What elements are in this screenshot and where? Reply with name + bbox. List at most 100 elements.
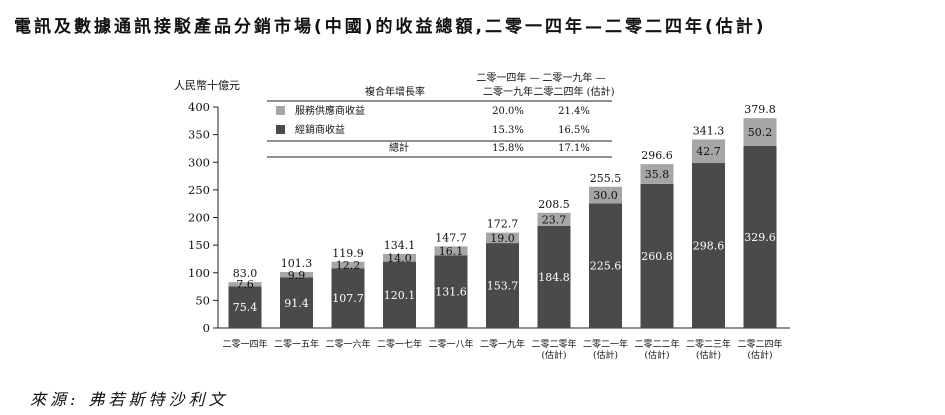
cagr-value: 16.5% (558, 125, 590, 136)
bar-total-label: 379.8 (744, 103, 776, 116)
y-tick-label: 300 (188, 155, 210, 169)
cagr-period-label: 二零一四年 — (476, 71, 539, 84)
x-tick-label: (估計) (541, 349, 566, 361)
bar-value-label: 225.6 (590, 260, 622, 273)
bar-total-label: 208.5 (538, 198, 570, 211)
x-tick-label: 二零一七年 (377, 338, 422, 350)
y-axis-label: 人民幣十億元 (174, 78, 240, 92)
bar-segment-service-provider (589, 186, 622, 204)
y-tick-label: 200 (188, 211, 210, 225)
bar-segment-service-provider (486, 232, 519, 244)
legend-swatch (276, 106, 285, 115)
cagr-header: 複合年增長率 (365, 85, 425, 98)
source-note: 來源: 弗若斯特沙利文 (30, 390, 229, 409)
bar-segment-service-provider (331, 261, 365, 269)
bar-value-label: 30.0 (593, 189, 618, 202)
bar-value-label: 35.8 (645, 168, 670, 181)
bar-value-label: 42.7 (696, 145, 721, 158)
bar-total-label: 83.0 (233, 267, 258, 280)
bar-segment-distributor (640, 183, 674, 328)
bar-value-label: 329.6 (744, 231, 776, 244)
bar-value-label: 260.8 (641, 250, 673, 263)
bar-value-label: 23.7 (542, 213, 567, 226)
bar-total-label: 101.3 (281, 257, 313, 270)
x-tick-label: 二零一四年 (222, 338, 267, 350)
bar-value-label: 153.7 (487, 280, 519, 293)
bar-segment-distributor (383, 261, 416, 328)
x-tick-label: (估計) (696, 349, 721, 361)
bar-total-label: 172.7 (487, 218, 519, 231)
cagr-period-label: 二零一九年 (483, 85, 533, 98)
bar-value-label: 50.2 (748, 126, 773, 139)
y-tick-label: 100 (188, 266, 210, 280)
y-tick-label: 50 (195, 293, 210, 307)
x-tick-label: 二零二零年 (531, 338, 576, 350)
bar-total-label: 147.7 (435, 231, 467, 244)
bar-value-label: 298.6 (693, 240, 725, 253)
bar-segment-distributor (589, 203, 622, 328)
x-tick-label: 二零一六年 (325, 338, 370, 350)
bar-value-label: 14.0 (387, 252, 412, 265)
bar-segment-service-provider (228, 282, 262, 287)
bar-segment-distributor (486, 243, 519, 328)
bar-segment-distributor (331, 268, 365, 328)
bar-value-label: 12.2 (336, 259, 361, 272)
bar-segment-service-provider (537, 212, 571, 226)
y-tick-label: 400 (188, 100, 210, 114)
legend-label: 服務供應商收益 (295, 104, 365, 117)
cagr-value: 17.1% (558, 143, 590, 154)
bar-segment-distributor (434, 255, 468, 328)
chart-title: 電訊及數據通訊接駁產品分銷市場(中國)的收益總額,二零一四年—二零二四年(估計) (14, 17, 767, 37)
bar-value-label: 184.8 (538, 271, 570, 284)
y-tick-label: 0 (203, 321, 210, 335)
cagr-value: 20.0% (492, 106, 524, 117)
bar-value-label: 75.4 (233, 301, 258, 314)
y-tick-label: 150 (188, 238, 210, 252)
total-label: 總計 (389, 141, 409, 154)
bar-segment-service-provider (434, 246, 468, 256)
x-tick-label: 二零二二年 (634, 338, 679, 350)
x-tick-label: 二零一八年 (428, 338, 473, 350)
bar-segment-distributor (743, 145, 777, 328)
bar-segment-distributor (537, 225, 571, 328)
bar-value-label: 120.1 (384, 289, 416, 302)
legend-label: 經銷商收益 (295, 123, 345, 136)
bar-total-label: 255.5 (590, 172, 622, 185)
x-tick-label: 二零二三年 (686, 338, 731, 350)
bar-value-label: 16.1 (439, 245, 464, 258)
bar-value-label: 9.9 (288, 269, 306, 282)
bar-segment-distributor (692, 163, 725, 328)
bar-total-label: 134.1 (384, 239, 416, 252)
bar-segment-distributor (228, 286, 262, 328)
bar-total-label: 341.3 (693, 124, 725, 137)
bar-value-label: 131.6 (435, 286, 467, 299)
x-tick-label: (估計) (593, 349, 618, 361)
bar-segment-service-provider (743, 118, 777, 146)
x-tick-label: (估計) (644, 349, 669, 361)
cagr-period-label: 二零二四年 (估計) (534, 85, 615, 98)
bar-segment-service-provider (692, 139, 725, 164)
cagr-period-label: 二零一九年 — (542, 71, 605, 84)
x-tick-label: 二零二一年 (583, 338, 628, 350)
x-tick-label: 二零一九年 (480, 338, 525, 350)
bar-segment-service-provider (280, 272, 313, 278)
stacked-bar-chart: 人民幣十億元 0 50 100 150 200 250 300 350 400 75.4 7.683… (174, 71, 790, 361)
bar-total-label: 119.9 (332, 247, 364, 260)
x-tick-label: 二零一五年 (274, 338, 319, 350)
x-tick-label: (估計) (747, 349, 772, 361)
bar-segment-service-provider (640, 164, 674, 184)
bar-value-label: 7.6 (236, 278, 254, 291)
cagr-value: 15.3% (492, 125, 524, 136)
y-tick-label: 250 (188, 183, 210, 197)
legend-swatch (276, 125, 285, 134)
x-tick-label: 二零二四年 (737, 338, 782, 350)
bar-value-label: 19.0 (490, 232, 515, 245)
bar-total-label: 296.6 (641, 149, 673, 162)
cagr-value: 21.4% (558, 106, 590, 117)
cagr-value: 15.8% (492, 143, 524, 154)
y-tick-label: 350 (188, 128, 210, 142)
bar-value-label: 91.4 (284, 297, 309, 310)
bar-segment-distributor (280, 277, 313, 328)
